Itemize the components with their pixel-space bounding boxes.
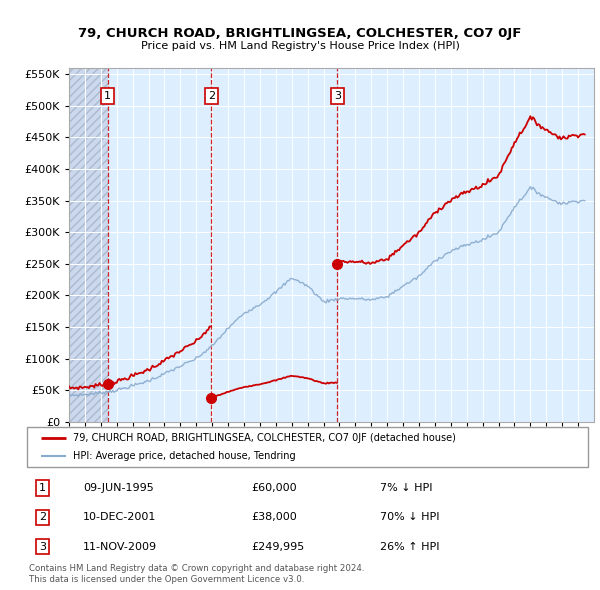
Text: HPI: Average price, detached house, Tendring: HPI: Average price, detached house, Tend…	[73, 451, 296, 461]
Bar	[69, 68, 108, 422]
Text: 26% ↑ HPI: 26% ↑ HPI	[380, 542, 440, 552]
Text: 1: 1	[39, 483, 46, 493]
Text: Price paid vs. HM Land Registry's House Price Index (HPI): Price paid vs. HM Land Registry's House …	[140, 41, 460, 51]
Text: 79, CHURCH ROAD, BRIGHTLINGSEA, COLCHESTER, CO7 0JF: 79, CHURCH ROAD, BRIGHTLINGSEA, COLCHEST…	[79, 27, 521, 40]
Text: 7% ↓ HPI: 7% ↓ HPI	[380, 483, 433, 493]
Text: 3: 3	[39, 542, 46, 552]
Text: 79, CHURCH ROAD, BRIGHTLINGSEA, COLCHESTER, CO7 0JF (detached house): 79, CHURCH ROAD, BRIGHTLINGSEA, COLCHEST…	[73, 433, 456, 443]
Text: 09-JUN-1995: 09-JUN-1995	[83, 483, 154, 493]
Text: Contains HM Land Registry data © Crown copyright and database right 2024.: Contains HM Land Registry data © Crown c…	[29, 563, 364, 572]
Text: £60,000: £60,000	[251, 483, 297, 493]
Text: £249,995: £249,995	[251, 542, 305, 552]
Text: 2: 2	[208, 91, 215, 101]
Text: £38,000: £38,000	[251, 513, 297, 522]
Text: 2: 2	[39, 513, 46, 522]
Text: 3: 3	[334, 91, 341, 101]
Text: This data is licensed under the Open Government Licence v3.0.: This data is licensed under the Open Gov…	[29, 575, 304, 584]
Text: 70% ↓ HPI: 70% ↓ HPI	[380, 513, 440, 522]
Text: 1: 1	[104, 91, 112, 101]
Text: 10-DEC-2001: 10-DEC-2001	[83, 513, 157, 522]
Text: 11-NOV-2009: 11-NOV-2009	[83, 542, 157, 552]
